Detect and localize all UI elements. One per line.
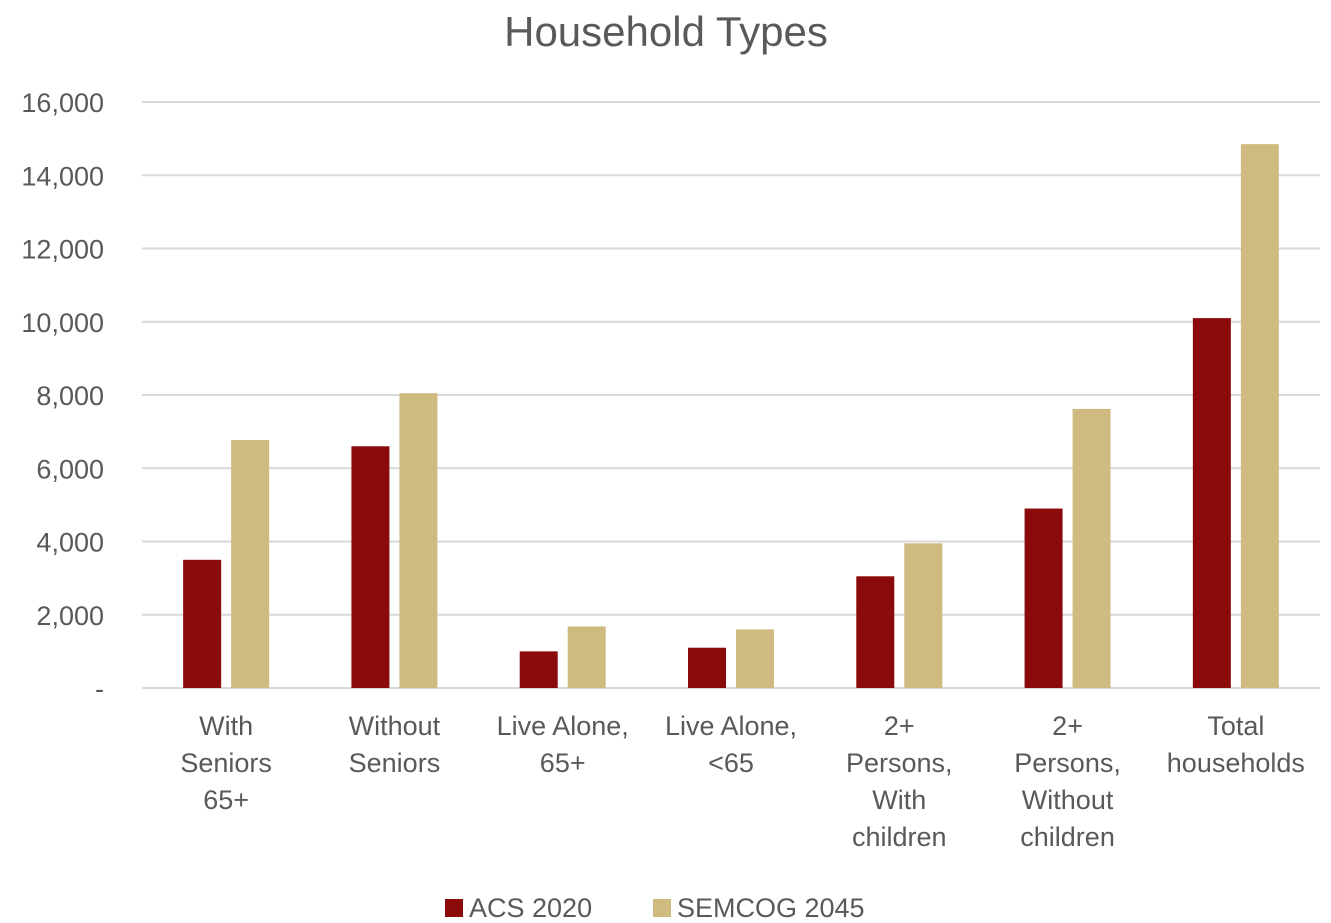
x-category-label: 65+ <box>540 748 586 778</box>
y-tick-label: - <box>95 674 104 704</box>
bars <box>183 144 1279 688</box>
y-tick-label: 16,000 <box>21 88 104 118</box>
y-tick-label: 6,000 <box>36 454 104 484</box>
y-tick-label: 2,000 <box>36 601 104 631</box>
bar-semcog-2045 <box>399 393 438 688</box>
chart-title: Household Types <box>504 8 828 55</box>
x-category-label: 65+ <box>203 785 249 815</box>
x-category-label: With <box>199 711 253 741</box>
x-category-label: children <box>1020 822 1115 852</box>
bar-semcog-2045 <box>736 629 774 688</box>
bar-acs-2020 <box>351 446 390 688</box>
x-category-label: Total <box>1207 711 1264 741</box>
x-category-label: Seniors <box>180 748 272 778</box>
x-category-label: <65 <box>708 748 754 778</box>
y-tick-label: 12,000 <box>21 235 104 265</box>
legend-label: SEMCOG 2045 <box>677 893 865 923</box>
bar-acs-2020 <box>519 651 558 688</box>
x-category-label: 2+ <box>1052 711 1083 741</box>
x-category-label: households <box>1167 748 1305 778</box>
bar-semcog-2045 <box>567 626 606 688</box>
y-tick-label: 4,000 <box>36 528 104 558</box>
bar-semcog-2045 <box>1072 408 1111 688</box>
y-tick-label: 14,000 <box>21 161 104 191</box>
x-category-label: Persons, <box>846 748 953 778</box>
legend-label: ACS 2020 <box>469 893 592 923</box>
gridlines <box>142 101 1320 689</box>
category-labels: With Seniors 65+ Without Seniors Live Alone, 6… <box>180 711 1305 852</box>
bar-semcog-2045 <box>231 440 270 688</box>
y-tick-label: 10,000 <box>21 308 104 338</box>
x-category-label: Seniors <box>349 748 441 778</box>
y-axis-tick-labels: - 2,000 4,000 6,000 8,000 10,000 12,000 14,000 1… <box>21 88 104 704</box>
y-tick-label: 8,000 <box>36 381 104 411</box>
x-category-label: Without <box>349 711 441 741</box>
legend-swatch <box>445 899 463 917</box>
legend: ACS 2020 SEMCOG 2045 <box>445 893 865 923</box>
bar-acs-2020 <box>856 576 895 688</box>
x-category-label: children <box>852 822 947 852</box>
bar-acs-2020 <box>688 647 726 688</box>
bar-acs-2020 <box>183 559 222 688</box>
x-category-label: Live Alone, <box>497 711 629 741</box>
x-category-label: Persons, <box>1014 748 1121 778</box>
x-category-label: With <box>872 785 926 815</box>
bar-semcog-2045 <box>1240 144 1279 688</box>
x-category-label: Live Alone, <box>665 711 797 741</box>
legend-swatch <box>653 899 671 917</box>
x-category-label: Without <box>1022 785 1114 815</box>
bar-semcog-2045 <box>904 543 943 688</box>
bar-acs-2020 <box>1192 318 1231 688</box>
x-category-label: 2+ <box>884 711 915 741</box>
bar-acs-2020 <box>1024 508 1063 688</box>
